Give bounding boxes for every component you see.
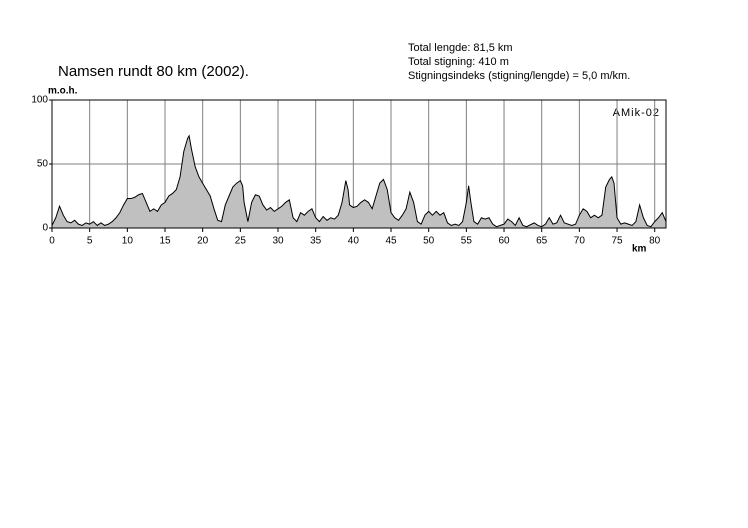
info-line: Total lengde: 81,5 km: [408, 42, 513, 54]
x-tick-label: 45: [385, 236, 397, 247]
x-tick-label: 40: [348, 236, 360, 247]
y-tick-label: 0: [42, 223, 48, 234]
y-axis-label: m.o.h.: [48, 86, 78, 97]
plot-frame: [51, 99, 667, 229]
x-tick-label: 80: [649, 236, 661, 247]
x-tick-label: 70: [574, 236, 586, 247]
x-tick-label: 5: [87, 236, 93, 247]
area: [52, 135, 666, 228]
x-tick-label: 30: [272, 236, 284, 247]
x-tick-label: 0: [49, 236, 55, 247]
x-tick-label: 10: [122, 236, 134, 247]
x-tick-label: 65: [536, 236, 548, 247]
x-tick-label: 15: [159, 236, 171, 247]
x-tick-label: 55: [461, 236, 473, 247]
x-tick-label: 50: [423, 236, 435, 247]
x-axis-label: km: [632, 244, 647, 255]
x-tick-label: 60: [498, 236, 510, 247]
x-tick-label: 35: [310, 236, 322, 247]
annotation: AMik-02: [613, 107, 660, 119]
x-tick-label: 20: [197, 236, 209, 247]
x-tick-label: 25: [235, 236, 247, 247]
info-line: Stigningsindeks (stigning/lengde) = 5,0 …: [408, 70, 630, 82]
chart-title: Namsen rundt 80 km (2002).: [58, 63, 249, 80]
area-outline: [51, 134, 667, 228]
y-tick-label: 100: [31, 95, 48, 106]
info-line: Total stigning: 410 m: [408, 56, 509, 68]
y-tick-label: 50: [37, 159, 49, 170]
x-tick-label: 75: [611, 236, 623, 247]
